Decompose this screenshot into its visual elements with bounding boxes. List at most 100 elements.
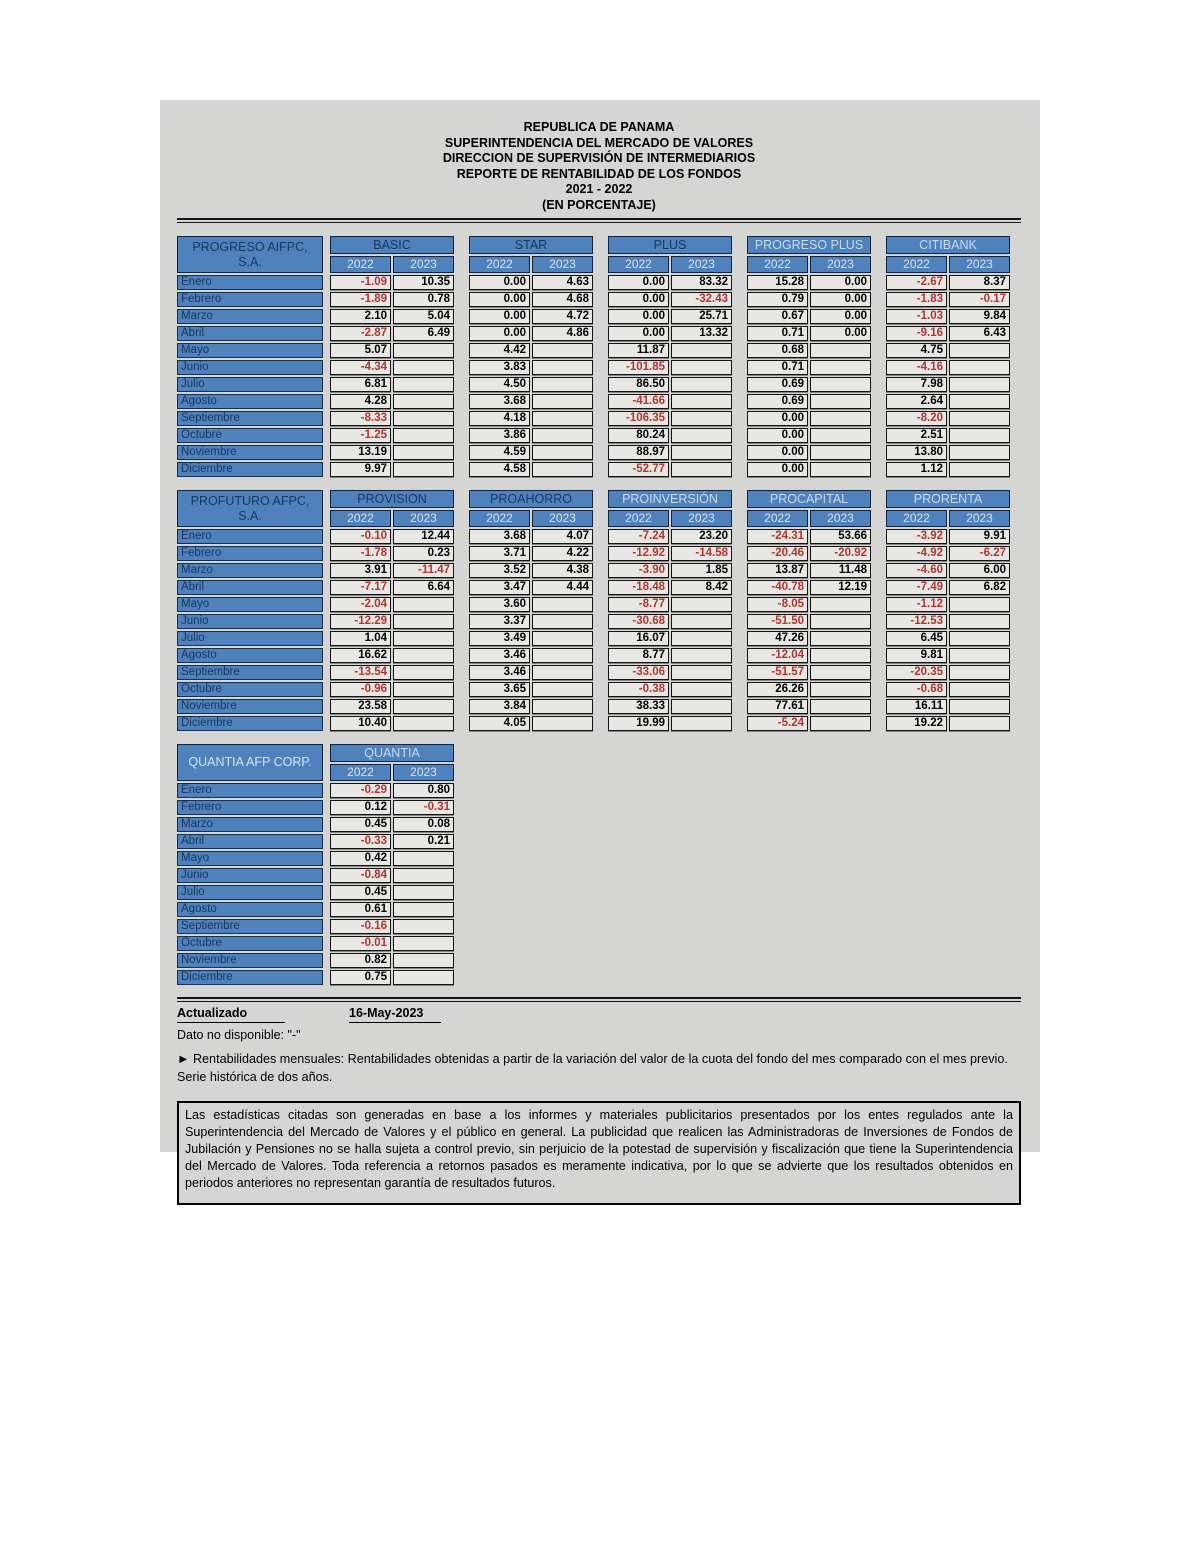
value-cell: -51.57: [747, 665, 808, 680]
value-cell: [949, 445, 1010, 460]
fund-table: BASIC 2022 2023 -1.09 10.35 -1.89 0.78 2.10 5.04…: [330, 236, 454, 477]
value-cell: 0.00: [747, 428, 808, 443]
year-cell: 2022: [608, 510, 669, 527]
data-row: 0.82: [330, 953, 454, 968]
month-cell: Febrero: [177, 800, 323, 815]
value-cell: 0.68: [747, 343, 808, 358]
value-cell: 3.49: [469, 631, 530, 646]
value-cell: [393, 902, 454, 917]
dato-no-disponible-line: Dato no disponible: "-": [177, 1028, 301, 1042]
value-cell: 4.63: [532, 275, 593, 290]
data-row: 0.69: [747, 394, 871, 409]
value-cell: 3.83: [469, 360, 530, 375]
data-row: 3.46: [469, 648, 593, 663]
value-cell: 23.20: [671, 529, 732, 544]
value-cell: 26.26: [747, 682, 808, 697]
year-cell: 2023: [671, 510, 732, 527]
data-row: 38.33: [608, 699, 732, 714]
value-cell: 4.50: [469, 377, 530, 392]
month-cell: Septiembre: [177, 919, 323, 934]
data-row: -1.03 9.84: [886, 309, 1010, 324]
month-cell: Septiembre: [177, 665, 323, 680]
value-cell: [671, 665, 732, 680]
data-row: -7.49 6.82: [886, 580, 1010, 595]
data-row: 8.77: [608, 648, 732, 663]
data-row: -12.04: [747, 648, 871, 663]
year-row: 2022 2023: [886, 510, 1010, 527]
value-cell: [671, 377, 732, 392]
value-cell: [949, 614, 1010, 629]
value-cell: [671, 631, 732, 646]
data-row: 3.83: [469, 360, 593, 375]
year-cell: 2022: [886, 256, 947, 273]
data-row: 77.61: [747, 699, 871, 714]
data-row: 0.00 4.63: [469, 275, 593, 290]
fund-header: PROAHORRO: [469, 490, 593, 508]
data-row: -18.48 8.42: [608, 580, 732, 595]
value-cell: 0.00: [608, 275, 669, 290]
value-cell: -4.16: [886, 360, 947, 375]
value-cell: 3.86: [469, 428, 530, 443]
fund-table: PLUS 2022 2023 0.00 83.32 0.00 -32.43 0.00 25.71…: [608, 236, 732, 477]
value-cell: 38.33: [608, 699, 669, 714]
value-cell: [393, 343, 454, 358]
value-cell: -0.01: [330, 936, 391, 951]
value-cell: [949, 682, 1010, 697]
value-cell: [810, 411, 871, 426]
value-cell: [393, 851, 454, 866]
value-cell: [949, 699, 1010, 714]
value-cell: 0.00: [608, 292, 669, 307]
value-cell: -0.38: [608, 682, 669, 697]
fund-header: PRORENTA: [886, 490, 1010, 508]
year-row: 2022 2023: [747, 510, 871, 527]
company-header: PROGRESO AIFPC, S.A.: [177, 236, 323, 273]
value-cell: -0.16: [330, 919, 391, 934]
data-row: 3.46: [469, 665, 593, 680]
value-cell: 4.28: [330, 394, 391, 409]
value-cell: -1.12: [886, 597, 947, 612]
value-cell: 25.71: [671, 309, 732, 324]
month-cell: Julio: [177, 377, 323, 392]
month-cell: Diciembre: [177, 716, 323, 731]
value-cell: 0.23: [393, 546, 454, 561]
data-row: 2.51: [886, 428, 1010, 443]
year-cell: 2023: [810, 256, 871, 273]
fund-header: PROINVERSIÓN: [608, 490, 732, 508]
value-cell: [532, 462, 593, 477]
data-row: 16.11: [886, 699, 1010, 714]
value-cell: 3.68: [469, 394, 530, 409]
value-cell: 0.00: [469, 292, 530, 307]
month-cell: Octubre: [177, 936, 323, 951]
value-cell: -0.84: [330, 868, 391, 883]
value-cell: [949, 597, 1010, 612]
value-cell: -7.49: [886, 580, 947, 595]
data-row: -1.09 10.35: [330, 275, 454, 290]
data-row: -3.90 1.85: [608, 563, 732, 578]
company-column: PROGRESO AIFPC, S.A. Enero Febrero Marzo Abri…: [177, 236, 323, 477]
month-cell: Octubre: [177, 682, 323, 697]
year-cell: 2023: [810, 510, 871, 527]
value-cell: 10.35: [393, 275, 454, 290]
data-row: -106.35: [608, 411, 732, 426]
value-cell: -4.92: [886, 546, 947, 561]
value-cell: 8.37: [949, 275, 1010, 290]
data-row: 3.68: [469, 394, 593, 409]
value-cell: 16.07: [608, 631, 669, 646]
fund-table: PROAHORRO 2022 2023 3.68 4.07 3.71 4.22 3.52 4.3…: [469, 490, 593, 731]
value-cell: -32.43: [671, 292, 732, 307]
value-cell: 0.00: [469, 275, 530, 290]
data-row: 0.00: [747, 428, 871, 443]
month-cell: Julio: [177, 885, 323, 900]
value-cell: [393, 716, 454, 731]
value-cell: [532, 428, 593, 443]
data-row: 4.05: [469, 716, 593, 731]
value-cell: -0.33: [330, 834, 391, 849]
value-cell: -2.87: [330, 326, 391, 341]
data-row: 13.87 11.48: [747, 563, 871, 578]
year-row: 2022 2023: [747, 256, 871, 273]
value-cell: -0.10: [330, 529, 391, 544]
data-row: 0.67 0.00: [747, 309, 871, 324]
month-cell: Mayo: [177, 597, 323, 612]
value-cell: [671, 411, 732, 426]
